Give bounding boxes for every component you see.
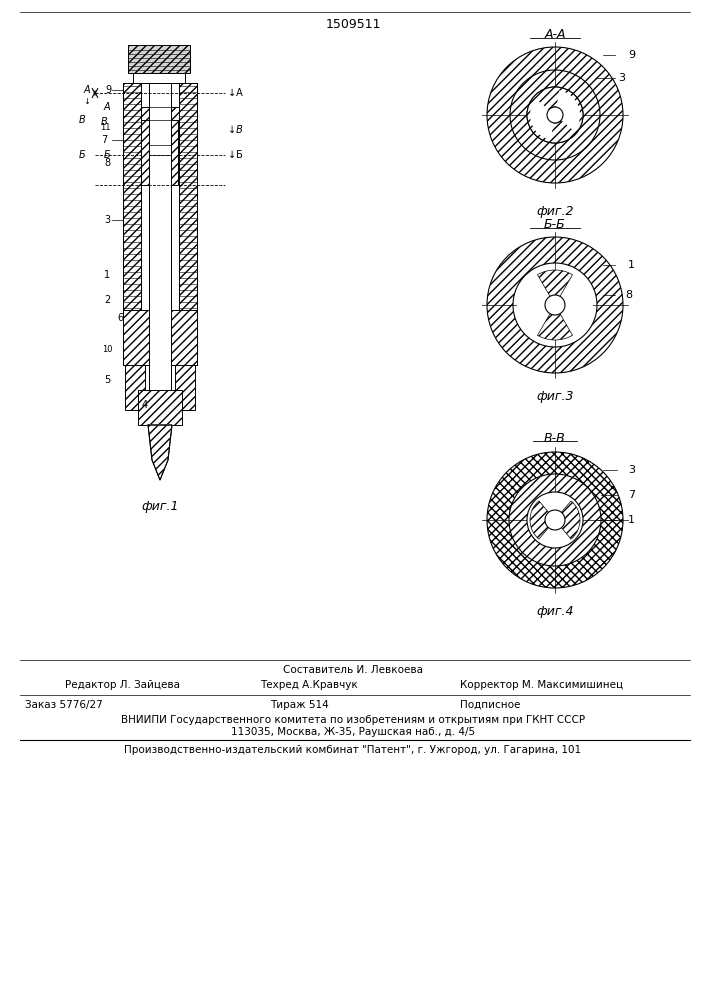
Text: Редактор Л. Зайцева: Редактор Л. Зайцева [65, 680, 180, 690]
Wedge shape [537, 270, 573, 305]
Wedge shape [517, 272, 555, 338]
Bar [175, 365, 195, 410]
Wedge shape [555, 272, 593, 338]
Text: А: А [104, 102, 110, 112]
Text: Техред А.Кравчук: Техред А.Кравчук [260, 680, 358, 690]
Circle shape [547, 107, 563, 123]
Circle shape [510, 70, 600, 160]
Wedge shape [537, 305, 573, 340]
Text: 1: 1 [628, 260, 635, 270]
Text: 113035, Москва, Ж-35, Раушская наб., д. 4/5: 113035, Москва, Ж-35, Раушская наб., д. … [231, 727, 475, 737]
Circle shape [545, 510, 565, 530]
Text: ВНИИПИ Государственного комитета по изобретениям и открытиям при ГКНТ СССР: ВНИИПИ Государственного комитета по изоб… [121, 715, 585, 725]
Text: 1509511: 1509511 [325, 18, 381, 31]
Wedge shape [530, 99, 555, 140]
Text: Корректор М. Максимишинец: Корректор М. Максимишинец [460, 680, 623, 690]
Text: 3: 3 [104, 215, 110, 225]
Text: А: А [83, 85, 90, 95]
Circle shape [487, 47, 623, 183]
Circle shape [487, 452, 623, 588]
Bar [179, 83, 197, 310]
Circle shape [527, 87, 583, 143]
Text: А-А: А-А [544, 28, 566, 41]
Text: Подписное: Подписное [460, 700, 520, 710]
Text: 7: 7 [101, 135, 107, 145]
Text: В: В [78, 115, 86, 125]
Text: ↓Б: ↓Б [228, 150, 243, 160]
Text: 1: 1 [104, 270, 110, 280]
Wedge shape [555, 90, 580, 131]
Text: ↓В: ↓В [228, 125, 243, 135]
Text: Б: Б [104, 150, 110, 160]
Text: 11: 11 [100, 122, 110, 131]
Bar [123, 310, 197, 365]
Text: ↓: ↓ [83, 98, 90, 106]
Bar [171, 107, 179, 120]
Circle shape [527, 492, 583, 548]
Text: ↓А: ↓А [228, 88, 243, 98]
Text: Б-Б: Б-Б [544, 219, 566, 232]
Polygon shape [148, 425, 172, 480]
Text: 8: 8 [104, 158, 110, 168]
Text: Составитель И. Левкоева: Составитель И. Левкоева [283, 665, 423, 675]
Text: 3: 3 [618, 73, 625, 83]
Bar [123, 83, 141, 310]
Text: 6: 6 [117, 313, 123, 323]
Polygon shape [148, 425, 172, 480]
Bar [141, 83, 179, 310]
Bar [149, 83, 171, 390]
Text: фиг.2: фиг.2 [536, 205, 574, 218]
Text: Заказ 5776/27: Заказ 5776/27 [25, 700, 103, 710]
Bar [128, 45, 190, 73]
Bar [171, 107, 178, 185]
Text: 9: 9 [628, 50, 635, 60]
Text: Б: Б [78, 150, 86, 160]
Text: В-В: В-В [544, 432, 566, 444]
Text: 9: 9 [105, 85, 111, 95]
Circle shape [545, 295, 565, 315]
Text: 5: 5 [104, 375, 110, 385]
Circle shape [513, 263, 597, 347]
Text: 2: 2 [104, 295, 110, 305]
Text: 7: 7 [628, 490, 635, 500]
Text: 10: 10 [102, 346, 112, 355]
Wedge shape [530, 501, 555, 539]
Wedge shape [555, 501, 580, 539]
Text: фиг.4: фиг.4 [536, 605, 574, 618]
Text: 1: 1 [628, 515, 635, 525]
Circle shape [487, 237, 623, 373]
Bar [138, 390, 182, 425]
Text: Тираж 514: Тираж 514 [270, 700, 329, 710]
Bar [141, 107, 149, 120]
Circle shape [509, 474, 601, 566]
Bar [133, 73, 185, 83]
Text: Производственно-издательский комбинат "Патент", г. Ужгород, ул. Гагарина, 101: Производственно-издательский комбинат "П… [124, 745, 582, 755]
Text: фиг.3: фиг.3 [536, 390, 574, 403]
Bar [125, 365, 145, 410]
Text: 3: 3 [628, 465, 635, 475]
Text: В: В [100, 117, 107, 127]
Text: 8: 8 [625, 290, 632, 300]
Bar [141, 107, 149, 185]
Circle shape [547, 107, 563, 123]
Text: фиг.1: фиг.1 [141, 500, 179, 513]
Text: 4: 4 [142, 400, 148, 410]
Circle shape [527, 87, 583, 143]
